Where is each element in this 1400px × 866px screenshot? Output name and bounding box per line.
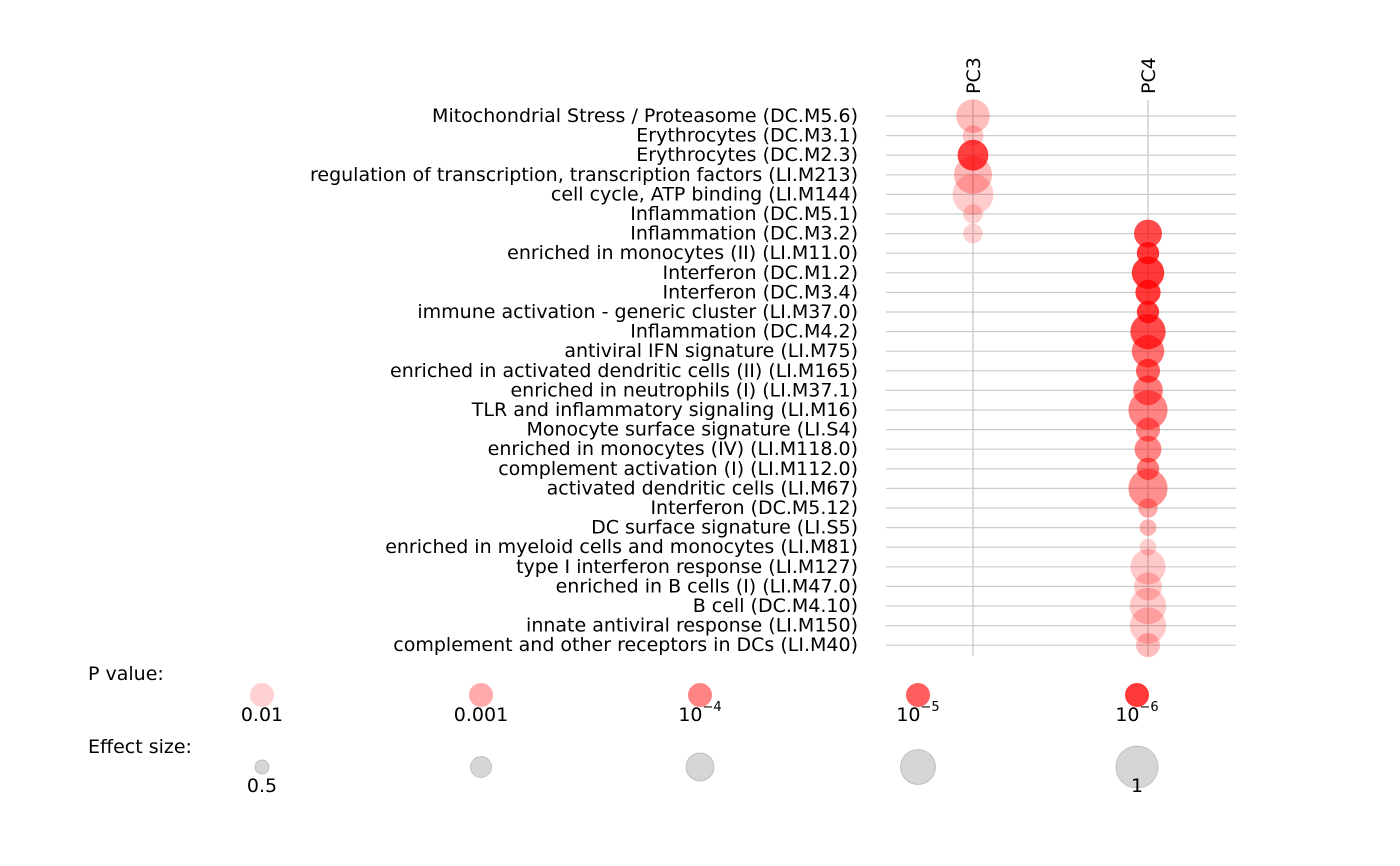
bubble bbox=[1131, 256, 1165, 290]
bubble bbox=[1129, 607, 1167, 644]
row-label: B cell (DC.M4.10) bbox=[693, 595, 858, 617]
effect-size-legend-title: Effect size: bbox=[88, 736, 192, 758]
row-label: enriched in monocytes (II) (LI.M11.0) bbox=[507, 242, 858, 264]
p-value-legend-bubble bbox=[469, 683, 493, 707]
p-value-legend-label: 0.01 bbox=[241, 704, 283, 726]
row-label: activated dendritic cells (LI.M67) bbox=[547, 477, 858, 499]
column-label-pc4: PC4 bbox=[1138, 57, 1160, 94]
bubble bbox=[1134, 435, 1162, 463]
effect-size-legend-label: 1 bbox=[1131, 775, 1143, 797]
row-label: Inflammation (DC.M4.2) bbox=[630, 321, 858, 343]
effect-size-legend-bubble bbox=[1115, 745, 1159, 789]
grid-layer bbox=[886, 100, 1236, 656]
row-label: Mitochondrial Stress / Proteasome (DC.M5… bbox=[432, 105, 858, 127]
row-label: complement and other receptors in DCs (L… bbox=[393, 634, 858, 656]
p-value-legend-label: 10−4 bbox=[678, 700, 721, 726]
bubble bbox=[953, 155, 993, 194]
row-labels: Mitochondrial Stress / Proteasome (DC.M5… bbox=[310, 105, 858, 656]
bubbles bbox=[952, 99, 1168, 658]
bubble bbox=[952, 173, 994, 215]
p-value-legend-label: 0.001 bbox=[454, 704, 508, 726]
bubble bbox=[1134, 219, 1162, 248]
row-label: enriched in activated dendritic cells (I… bbox=[390, 360, 858, 382]
bubble bbox=[963, 204, 983, 224]
bubble bbox=[1135, 358, 1161, 383]
p-value-legend-bubble bbox=[906, 683, 930, 707]
row-label: TLR and inflammatory signaling (LI.M16) bbox=[471, 399, 858, 421]
row-label: Interferon (DC.M3.4) bbox=[663, 281, 858, 303]
row-label: complement activation (I) (LI.M112.0) bbox=[498, 458, 858, 480]
bubble bbox=[1135, 417, 1161, 442]
bubble bbox=[1139, 519, 1157, 536]
bubble bbox=[1135, 633, 1161, 658]
row-label: Erythrocytes (DC.M2.3) bbox=[636, 144, 858, 166]
effect-size-legend-bubble bbox=[685, 752, 715, 782]
row-label: antiviral IFN signature (LI.M75) bbox=[564, 340, 858, 362]
row-label: Inflammation (DC.M3.2) bbox=[630, 223, 858, 245]
effect-size-legend-bubble bbox=[900, 749, 936, 785]
bubble bbox=[1129, 587, 1167, 625]
bubble bbox=[1131, 334, 1165, 368]
row-label: innate antiviral response (LI.M150) bbox=[526, 615, 858, 637]
p-value-legend-label: 10−5 bbox=[896, 700, 939, 726]
bubble bbox=[956, 99, 990, 133]
p-value-legend-bubble bbox=[688, 683, 712, 707]
p-value-legend-label: 10−6 bbox=[1115, 700, 1158, 726]
bubble bbox=[1139, 538, 1157, 556]
effect-size-legend: Effect size: 0.5 1 bbox=[88, 736, 1159, 797]
row-label: immune activation - generic cluster (LI.… bbox=[417, 301, 858, 323]
column-labels: PC3 PC4 bbox=[963, 57, 1160, 94]
row-label: Erythrocytes (DC.M3.1) bbox=[636, 125, 858, 147]
effect-size-legend-bubble bbox=[470, 756, 492, 778]
bubble bbox=[1135, 279, 1161, 305]
bubble bbox=[963, 223, 983, 244]
bubble bbox=[1128, 468, 1168, 508]
p-value-legend-title: P value: bbox=[88, 663, 164, 685]
bubble bbox=[1128, 390, 1168, 430]
bubble bbox=[1130, 549, 1166, 585]
bubble bbox=[1138, 498, 1158, 518]
p-value-legend-bubble bbox=[250, 683, 274, 707]
row-label: regulation of transcription, transcripti… bbox=[310, 164, 858, 186]
row-label: enriched in B cells (I) (LI.M47.0) bbox=[556, 575, 858, 597]
row-label: cell cycle, ATP binding (LI.M144) bbox=[551, 183, 858, 205]
effect-size-legend-bubble bbox=[254, 759, 270, 775]
bubble bbox=[1133, 375, 1163, 406]
row-label: Inflammation (DC.M5.1) bbox=[630, 203, 858, 225]
column-label-pc3: PC3 bbox=[963, 57, 985, 94]
row-label: enriched in myeloid cells and monocytes … bbox=[385, 536, 858, 558]
row-label: Monocyte surface signature (LI.S4) bbox=[526, 419, 858, 441]
row-label: type I interferon response (LI.M127) bbox=[516, 556, 858, 578]
row-label: Interferon (DC.M1.2) bbox=[663, 262, 858, 284]
row-label: enriched in neutrophils (I) (LI.M37.1) bbox=[510, 379, 858, 401]
bubble bbox=[1134, 572, 1162, 601]
bubble bbox=[1136, 457, 1160, 480]
row-label: DC surface signature (LI.S5) bbox=[591, 517, 858, 539]
row-label: Interferon (DC.M5.12) bbox=[650, 497, 858, 519]
effect-size-legend-label: 0.5 bbox=[247, 775, 277, 797]
p-value-legend-bubble bbox=[1125, 683, 1149, 707]
row-label: enriched in monocytes (IV) (LI.M118.0) bbox=[488, 438, 858, 460]
p-value-legend: P value: 0.01 0.001 10−4 10−5 10−6 bbox=[88, 663, 1159, 726]
bubble bbox=[957, 139, 989, 171]
